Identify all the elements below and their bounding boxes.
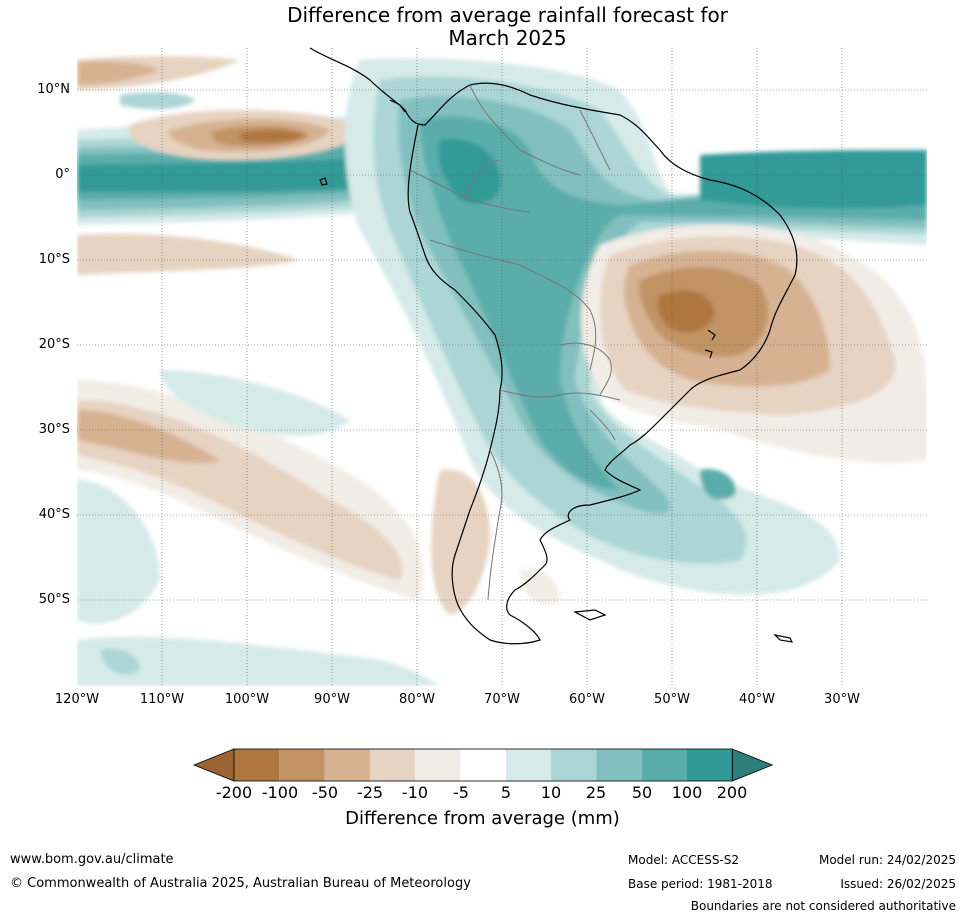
lon-label: 70°W xyxy=(484,692,520,707)
lat-label: 0° xyxy=(55,167,70,182)
colorbar-tick-label: -100 xyxy=(261,783,299,802)
colorbar-tick-label: 100 xyxy=(671,783,703,802)
colorbar-extend-high xyxy=(731,748,774,782)
colorbar-segment xyxy=(279,749,325,781)
colorbar-tick-label: 10 xyxy=(540,783,562,802)
model-name: Model: ACCESS-S2 xyxy=(628,853,740,867)
lat-label: 40°S xyxy=(38,507,70,522)
base-period: Base period: 1981-2018 xyxy=(628,877,773,891)
colorbar-segment xyxy=(551,749,597,781)
colorbar-tick-label: 25 xyxy=(585,783,607,802)
colorbar-tick-label: -50 xyxy=(311,783,339,802)
lon-label: 120°W xyxy=(54,692,100,707)
lon-label: 40°W xyxy=(739,692,775,707)
colorbar-segment xyxy=(415,749,461,781)
lon-label: 90°W xyxy=(314,692,350,707)
colorbar-segment xyxy=(596,749,642,781)
colorbar xyxy=(192,748,774,782)
colorbar-segment xyxy=(369,749,416,781)
colorbar-tick-label: -200 xyxy=(215,783,253,802)
lon-label: 30°W xyxy=(824,692,860,707)
colorbar-frame xyxy=(233,748,733,782)
colorbar-tick-label: -5 xyxy=(453,783,469,802)
boundaries-disclaimer: Boundaries are not considered authoritat… xyxy=(690,899,956,913)
lat-label: 10°S xyxy=(38,252,70,267)
lat-label: 20°S xyxy=(38,337,70,352)
colorbar-tick-label: -25 xyxy=(356,783,384,802)
lon-label: 100°W xyxy=(224,692,270,707)
colorbar-tick-label: 200 xyxy=(716,783,748,802)
lon-label: 60°W xyxy=(569,692,605,707)
title-line-2: March 2025 xyxy=(448,26,567,50)
lon-label: 50°W xyxy=(654,692,690,707)
graticule xyxy=(77,48,927,686)
lon-label: 80°W xyxy=(399,692,435,707)
colorbar-segment xyxy=(505,749,552,781)
colorbar-extend-low xyxy=(192,748,235,782)
lon-label: 110°W xyxy=(139,692,185,707)
colorbar-tick-label: -10 xyxy=(401,783,429,802)
website-link[interactable]: www.bom.gov.au/climate xyxy=(10,852,174,867)
lat-label: 10°N xyxy=(37,82,70,97)
issued-date: Issued: 26/02/2025 xyxy=(840,877,956,891)
country-borders xyxy=(409,84,621,601)
lat-label: 50°S xyxy=(38,592,70,607)
colorbar-tick-label: 50 xyxy=(631,783,653,802)
colorbar-segment xyxy=(641,749,687,781)
copyright-text: © Commonwealth of Australia 2025, Austra… xyxy=(10,876,471,891)
colorbar-segment xyxy=(460,749,506,781)
colorbar-title: Difference from average (mm) xyxy=(345,808,620,829)
colorbar-segment xyxy=(234,749,280,781)
title-line-1: Difference from average rainfall forecas… xyxy=(287,3,728,27)
model-run-date: Model run: 24/02/2025 xyxy=(818,853,956,867)
colorbar-tick-label: 5 xyxy=(500,783,512,802)
map-title: Difference from average rainfall forecas… xyxy=(0,4,965,50)
colorbar-segment xyxy=(687,749,733,781)
lat-label: 30°S xyxy=(38,422,70,437)
colorbar-segment xyxy=(324,749,370,781)
